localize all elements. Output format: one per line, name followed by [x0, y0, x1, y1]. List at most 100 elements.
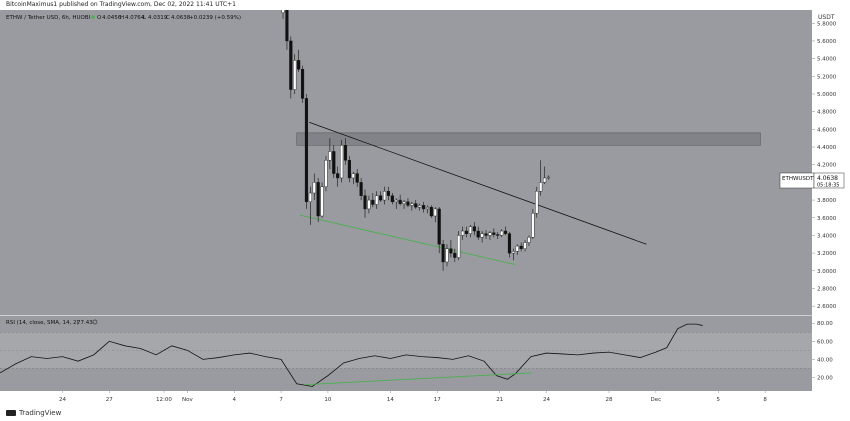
ohlc-open-label: O [97, 15, 102, 21]
candle-body [461, 230, 465, 236]
candle [441, 239, 445, 271]
time-tick-label: 24 [543, 397, 550, 403]
candle-body [453, 252, 457, 258]
candle-body [449, 248, 453, 254]
candle-body [515, 245, 519, 252]
candle [476, 226, 480, 240]
candle-body [464, 230, 469, 234]
time-tick-label: 5 [717, 397, 721, 403]
candle-body [300, 69, 305, 99]
candle [379, 191, 383, 202]
candle [418, 203, 422, 211]
ohlc-close-label: C [166, 15, 170, 21]
candle [410, 201, 414, 211]
time-tick-label: 10 [324, 397, 331, 403]
candle-body [468, 226, 472, 234]
price-tick-label: 4.6000 [817, 127, 837, 133]
candle-body [324, 160, 328, 188]
price-tick-label: 3.0000 [817, 269, 837, 275]
candle [496, 231, 500, 239]
candle-body [328, 151, 332, 161]
descending-trendline [309, 121, 647, 245]
candle [464, 226, 469, 238]
candle-body [347, 160, 351, 179]
price-tick-label: 3.4000 [817, 233, 837, 239]
candle-body [535, 191, 539, 214]
candle-body [519, 245, 523, 249]
time-tick-label: Dec [651, 397, 662, 403]
candle-body [308, 192, 312, 203]
candle-body [402, 201, 406, 204]
rsi-title: RSI (14, close, SMA, 14, 2) [6, 320, 79, 326]
candle-body [281, 7, 285, 13]
rsi-tick-label: 40.00 [817, 357, 833, 363]
candle [289, 36, 293, 99]
candle [316, 177, 320, 223]
candle-body [433, 208, 437, 217]
footer: TradingView [0, 406, 850, 421]
candle [468, 224, 472, 238]
currency-label: USDT [818, 14, 835, 21]
rsi-tick-label: 60.00 [817, 339, 833, 345]
candle-body [546, 176, 551, 179]
candle-body [297, 60, 301, 70]
candle-body [382, 191, 387, 201]
candle-body [363, 195, 367, 210]
candle [336, 166, 340, 187]
price-rsi-chart[interactable]: 5.8000 5.6000 5.4000 5.2000 5.0000 4.8000 4.60… [0, 1, 850, 406]
candle [445, 244, 449, 267]
time-tick-label: 8 [763, 397, 767, 403]
price-pane-background [0, 10, 812, 315]
candle [382, 186, 387, 205]
ohlc-open-value: 4.0456 [102, 15, 122, 21]
candle-body [320, 186, 324, 217]
candle [519, 242, 523, 252]
candle [515, 244, 519, 255]
candle [414, 200, 418, 209]
candle-body [293, 60, 297, 90]
candle-body [425, 206, 430, 210]
candle-body [289, 40, 293, 90]
rsi-settings-icon[interactable] [92, 319, 98, 325]
candle-body [457, 235, 461, 258]
candle [507, 231, 512, 258]
candle [390, 193, 394, 205]
candle [324, 155, 328, 192]
candle [511, 248, 515, 261]
candle [359, 177, 363, 201]
chart-title: ETHW / Tether USD, 6h, HUOBI [6, 15, 91, 21]
candle [472, 222, 476, 236]
candle-body [445, 248, 449, 263]
rsi-legend: RSI (14, close, SMA, 14, 2) 77.43 [6, 319, 98, 326]
candle-body [285, 7, 289, 42]
candle-body [379, 195, 383, 201]
candle-body [496, 234, 500, 236]
candle [402, 200, 406, 209]
candle [546, 175, 551, 180]
candle-body [543, 177, 547, 183]
publisher-bar: BitcoinMaximus1 published on TradingView… [0, 0, 850, 10]
candle [340, 139, 344, 183]
candle-body [351, 173, 355, 179]
candle-body [500, 230, 504, 236]
candle-body [316, 182, 320, 217]
candle [527, 235, 531, 247]
candle-body [390, 195, 394, 203]
price-tick-label: 5.8000 [817, 21, 837, 27]
time-tick-label: 21 [496, 397, 503, 403]
candle-body [418, 205, 422, 208]
candle-body [394, 199, 398, 203]
chart-area[interactable]: 5.8000 5.6000 5.4000 5.2000 5.0000 4.8000 4.60… [0, 1, 850, 406]
rsi-support-line [304, 372, 531, 386]
candle-body [527, 237, 531, 243]
candle-body [476, 230, 480, 238]
candle [406, 198, 410, 208]
candle-body [484, 233, 488, 236]
candle-body [336, 173, 340, 179]
candle [386, 186, 390, 201]
time-tick-label: 12:00 [156, 397, 172, 403]
candle [500, 229, 504, 238]
candle-body [312, 182, 316, 194]
tradingview-logo[interactable]: TradingView [6, 409, 61, 417]
candle-body [410, 203, 414, 206]
